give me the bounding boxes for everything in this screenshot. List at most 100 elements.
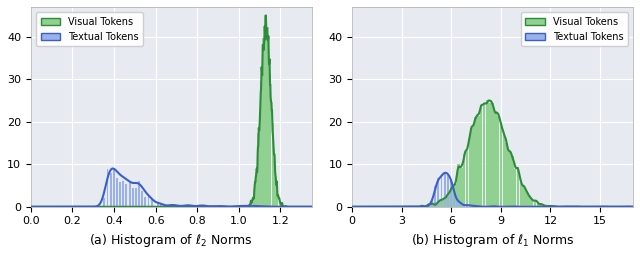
Bar xyxy=(109,173,111,207)
Bar xyxy=(261,206,263,207)
Bar xyxy=(217,206,219,207)
Bar xyxy=(248,206,250,207)
Bar xyxy=(258,206,260,207)
Bar xyxy=(145,197,147,207)
Bar xyxy=(260,81,262,207)
Bar xyxy=(460,168,463,207)
Bar xyxy=(204,206,206,207)
Bar xyxy=(100,206,102,207)
Bar xyxy=(141,191,143,207)
Bar xyxy=(170,204,172,207)
Bar xyxy=(426,205,429,207)
Bar xyxy=(182,206,184,207)
Bar xyxy=(513,206,515,207)
Bar xyxy=(474,118,477,207)
Bar xyxy=(447,175,449,207)
Bar xyxy=(497,116,499,207)
Bar xyxy=(476,206,477,207)
Bar xyxy=(502,133,505,207)
Bar xyxy=(516,167,519,207)
Legend: Visual Tokens, Textual Tokens: Visual Tokens, Textual Tokens xyxy=(520,12,628,46)
Bar xyxy=(274,165,276,207)
Bar xyxy=(491,103,493,207)
Bar xyxy=(281,205,283,207)
Bar xyxy=(253,193,255,207)
X-axis label: (a) Histogram of $\ell_2$ Norms: (a) Histogram of $\ell_2$ Norms xyxy=(90,232,253,249)
Bar xyxy=(508,151,511,207)
Bar xyxy=(437,178,439,207)
Bar xyxy=(116,178,118,207)
Bar xyxy=(267,27,269,207)
Bar xyxy=(450,181,452,207)
Bar xyxy=(551,206,554,207)
Bar xyxy=(431,203,434,207)
Bar xyxy=(451,186,454,207)
Bar xyxy=(486,101,488,207)
Bar xyxy=(150,199,152,207)
Bar xyxy=(431,200,433,207)
Bar xyxy=(104,198,105,207)
Bar xyxy=(488,103,491,207)
Bar xyxy=(262,38,264,207)
Bar xyxy=(528,196,531,207)
Bar xyxy=(540,204,542,207)
Bar xyxy=(469,205,471,207)
Bar xyxy=(494,111,497,207)
Bar xyxy=(166,206,168,207)
Bar xyxy=(454,184,457,207)
Bar xyxy=(453,195,455,207)
Bar xyxy=(264,15,267,207)
Bar xyxy=(264,206,266,207)
Bar xyxy=(125,184,127,207)
Bar xyxy=(176,206,178,207)
Bar xyxy=(522,186,525,207)
Bar xyxy=(276,189,278,207)
Bar xyxy=(437,202,440,207)
Bar xyxy=(536,203,539,207)
Bar xyxy=(545,206,548,207)
Bar xyxy=(435,204,437,207)
Bar xyxy=(420,206,423,207)
Bar xyxy=(456,201,458,207)
Bar xyxy=(129,183,131,207)
Bar xyxy=(113,168,115,207)
Bar xyxy=(257,133,259,207)
Bar xyxy=(135,188,137,207)
Bar xyxy=(233,206,235,207)
Bar xyxy=(423,206,426,207)
Bar xyxy=(520,183,522,207)
Bar xyxy=(255,206,257,207)
Bar xyxy=(211,206,212,207)
Bar xyxy=(491,206,493,207)
Bar xyxy=(201,205,203,207)
Bar xyxy=(189,205,191,207)
Bar xyxy=(157,204,159,207)
Bar xyxy=(468,134,471,207)
X-axis label: (b) Histogram of $\ell_1$ Norms: (b) Histogram of $\ell_1$ Norms xyxy=(411,232,575,249)
Bar xyxy=(483,103,485,207)
Bar xyxy=(428,205,430,207)
Bar xyxy=(457,164,460,207)
Bar xyxy=(154,206,156,207)
Bar xyxy=(271,123,274,207)
Bar xyxy=(250,201,252,207)
Bar xyxy=(477,116,479,207)
Bar xyxy=(248,205,250,207)
Bar xyxy=(466,151,468,207)
Bar xyxy=(429,204,431,207)
Bar xyxy=(269,75,271,207)
Bar xyxy=(440,200,443,207)
Bar xyxy=(173,205,175,207)
Bar xyxy=(195,206,196,207)
Bar xyxy=(434,186,436,207)
Bar xyxy=(514,169,516,207)
Bar xyxy=(446,195,449,207)
Bar xyxy=(239,206,241,207)
Bar xyxy=(538,206,540,207)
Bar xyxy=(444,173,445,207)
Bar xyxy=(214,206,216,207)
Bar xyxy=(531,200,534,207)
Bar xyxy=(198,206,200,207)
Bar xyxy=(471,127,474,207)
Bar xyxy=(542,206,545,207)
